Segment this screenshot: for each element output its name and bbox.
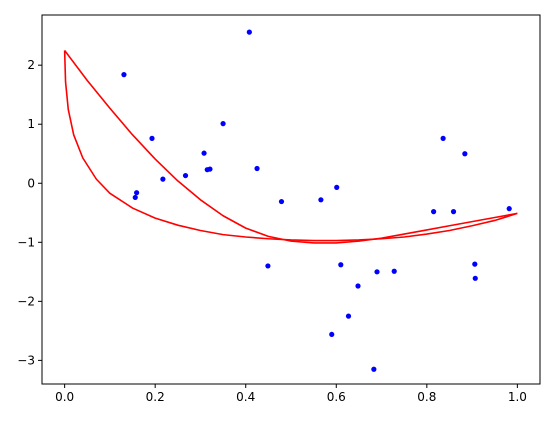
scatter-point [371,366,377,372]
y-tick-label: 1 [27,117,35,131]
scatter-point [338,262,344,268]
scatter-point [355,283,361,289]
scatter-point [472,275,478,281]
scatter-point [254,165,260,172]
x-tick-label: 0.2 [146,390,165,404]
y-tick-label: −1 [17,235,35,249]
scatter-point [472,261,478,267]
y-tick-label: 0 [27,176,35,190]
scatter-point [329,331,335,338]
scatter-point [182,172,189,179]
curve-line [64,49,518,244]
scatter-point [132,194,138,201]
y-tick-label: −2 [17,294,35,308]
axes: 0.0 0.2 0.4 0.6 0.8 1.0 −3 −2 −1 0 1 2 [17,14,541,404]
scatter-point [160,176,166,182]
y-tick-label: 2 [27,58,35,72]
scatter-point [121,72,127,78]
x-tick-label: 1.0 [508,390,527,404]
scatter-point [246,29,252,35]
scatter-point [440,135,446,141]
scatter-point [431,209,437,215]
scatter-point [391,268,397,274]
scatter-point [278,198,285,205]
axes-frame [41,14,541,385]
scatter-point [345,313,352,319]
scatter-point [201,150,207,156]
scatter-point [374,269,380,275]
scatter-point [149,135,155,141]
scatter-point [506,206,512,212]
x-tick-label: 0.8 [417,390,436,404]
scatter-point [334,184,340,190]
scatter-point [265,263,271,269]
scatter-point [220,121,226,127]
y-tick-label: −3 [17,353,35,367]
scatter-point [462,151,468,157]
x-tick-label: 0.6 [327,390,346,404]
scatter-point [450,209,457,215]
x-tick-label: 0.0 [55,390,74,404]
scatter-point [207,166,213,172]
scatter-point [318,197,324,203]
x-tick-label: 0.4 [236,390,255,404]
curve-line [63,50,518,242]
scatter-point [134,190,140,196]
plot-area [63,29,518,372]
